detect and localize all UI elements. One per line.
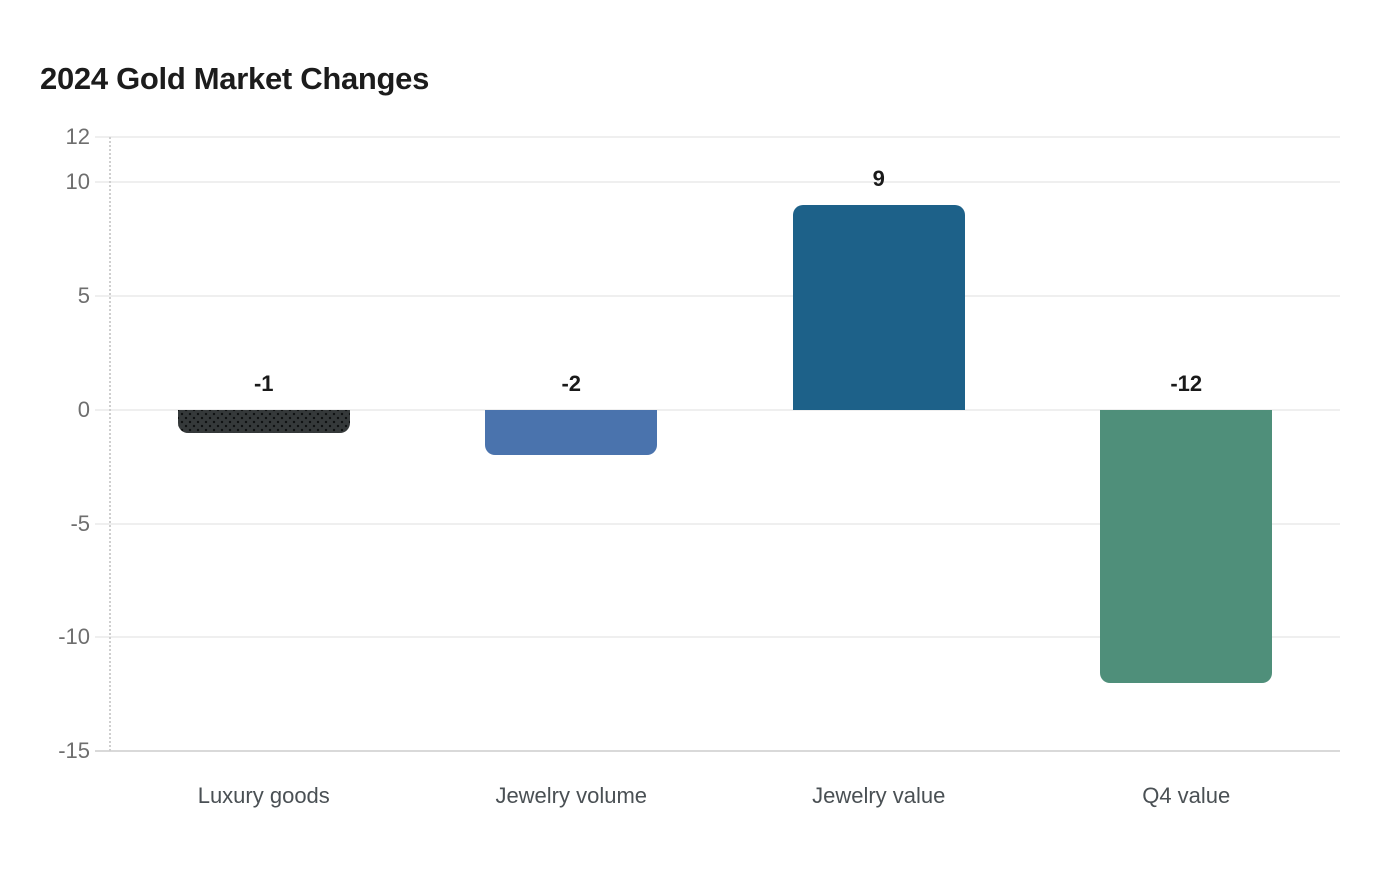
x-category-label-jewelry-volume: Jewelry volume [495,783,648,808]
x-category-label-jewelry-value: Jewelry value [812,783,946,808]
gridline [95,295,1340,298]
y-tick-label: 12 [65,124,90,149]
gridline [95,136,1340,138]
bar-luxury-goods [177,409,350,433]
y-tick-label: -10 [58,624,90,650]
y-tick-label: 10 [65,169,90,195]
gridline [95,181,1340,184]
gridline [95,522,1340,525]
y-tick-label: 0 [77,396,90,422]
bar-value-label-jewelry-volume: -2 [561,370,582,396]
gridline [95,636,1340,639]
bar-jewelry-volume [485,409,658,456]
x-axis-baseline [95,750,1340,752]
x-category-label-q4-value: Q4 value [1142,783,1231,808]
bar-value-label-jewelry-value: 9 [872,166,885,192]
chart-title: 2024 Gold Market Changes [40,61,430,96]
bar-value-label-luxury-goods: -1 [253,370,274,396]
bar-jewelry-value [792,205,965,410]
gridline [95,408,1340,411]
bar-value-label-q4-value: -12 [1170,370,1203,396]
bar-q4-value [1100,409,1273,683]
y-tick-label: -15 [58,738,90,763]
y-tick-label: 5 [77,283,90,309]
y-axis-line [109,137,111,751]
x-category-label-luxury-goods: Luxury goods [197,783,330,808]
y-tick-label: -5 [70,510,90,536]
